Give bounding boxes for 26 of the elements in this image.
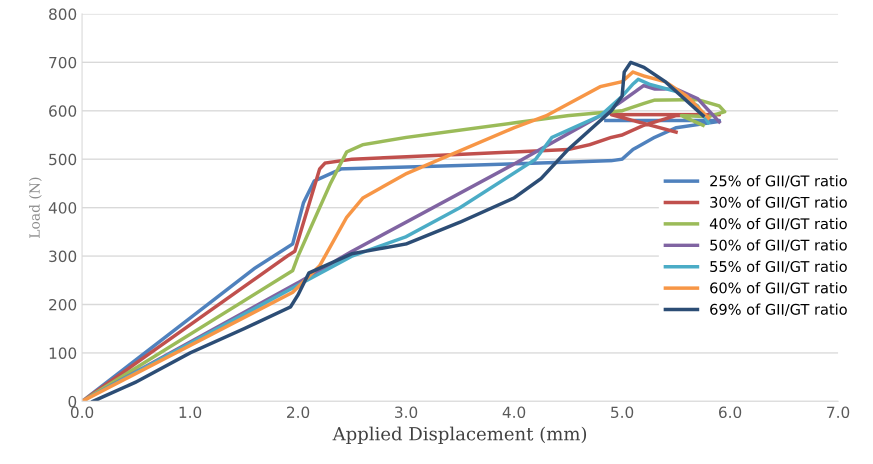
legend-label: 50% of GII/GT ratio [710,239,847,252]
legend-label: 69% of GII/GT ratio [710,304,847,316]
x-tick-label: 1.0 [180,406,202,418]
x-tick-label: 3.0 [395,406,418,418]
x-tick-label: 0.0 [70,406,94,418]
y-tick-label: 500 [49,154,76,166]
legend-label: 40% of GII/GT ratio [710,218,847,230]
y-tick-label: 400 [48,202,76,214]
x-tick-label: 2.0 [287,406,310,418]
y-tick-label: 200 [49,298,76,311]
legend-label: 30% of GII/GT ratio [710,196,847,209]
x-tick-label: 5.0 [611,406,634,418]
x-tick-label: 7.0 [827,406,850,418]
legend-label: 60% of GII/GT ratio [710,282,847,295]
legend-label: 55% of GII/GT ratio [710,260,847,274]
y-axis-title: Load (N) [29,178,42,238]
y-tick-label: 0 [68,396,76,408]
legend-label: 25% of GII/GT ratio [710,175,847,188]
y-tick-label: 700 [49,56,76,68]
x-tick-label: 6.0 [718,406,742,418]
y-tick-label: 800 [49,8,76,20]
y-tick-label: 300 [49,250,76,262]
x-tick-label: 4.0 [502,406,526,418]
y-tick-label: 600 [49,105,76,117]
x-axis-title: Applied Displacement (mm) [332,426,586,444]
y-tick-label: 100 [50,347,76,359]
